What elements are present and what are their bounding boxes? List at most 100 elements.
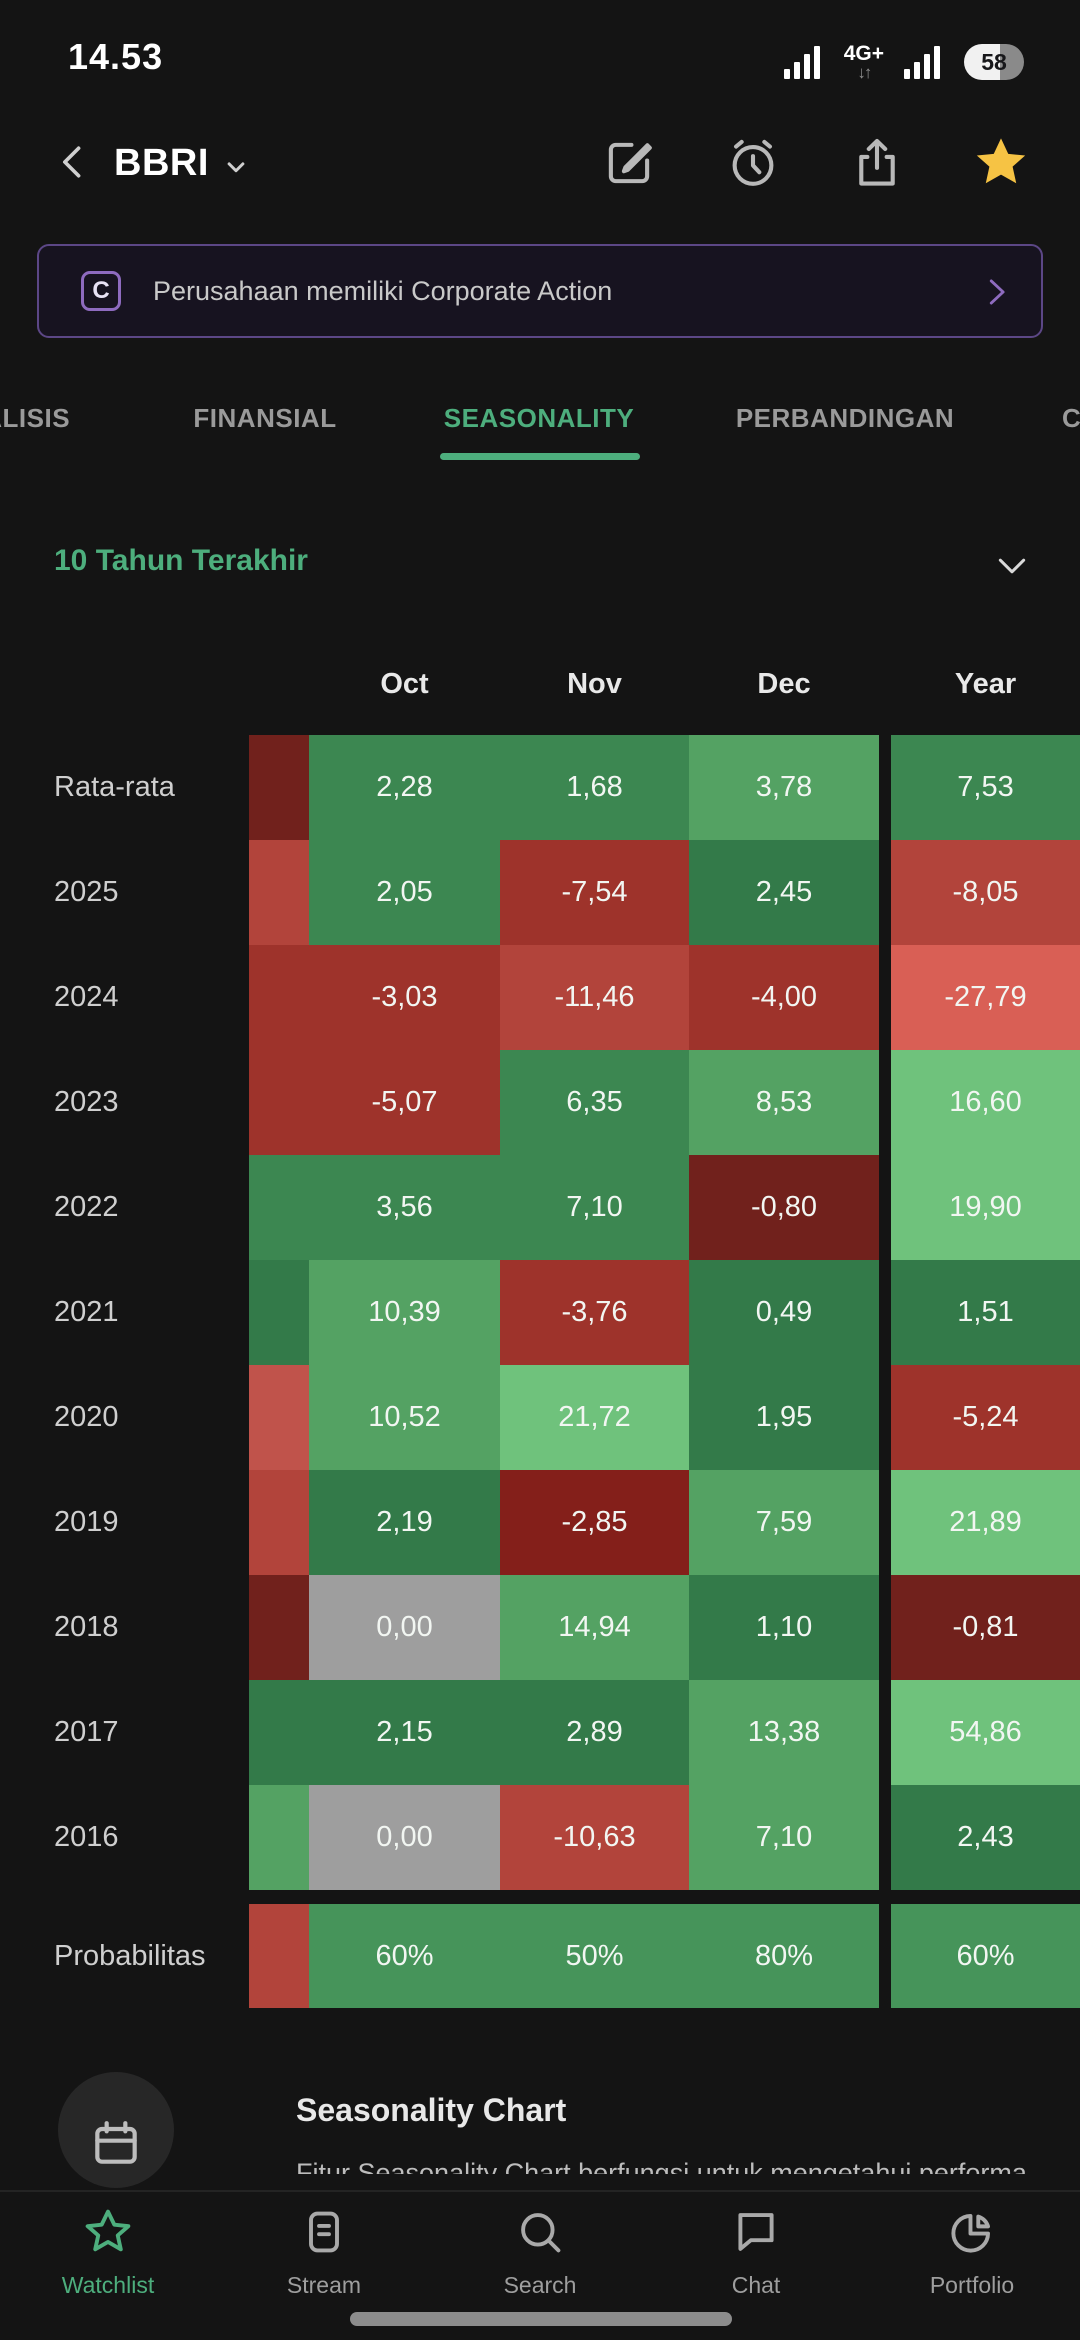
row-label: 2024 [0,945,249,1050]
table-row: 2018 0,00 14,94 1,10 -0,81 [0,1575,1080,1680]
partial-prev-month-cell [249,945,309,1050]
chevron-right-icon [977,273,1015,311]
table-cell: 54,86 [891,1680,1080,1785]
partial-prev-month-cell [249,1904,309,2008]
signal-bars-icon [904,45,944,79]
home-indicator[interactable] [350,2312,732,2326]
row-label: 2025 [0,840,249,945]
table-row: 2022 3,56 7,10 -0,80 19,90 [0,1155,1080,1260]
seasonality-table[interactable]: Rata-rata 2,28 1,68 3,78 7,53 2025 2,05 … [0,735,1080,1890]
column-header: Dec [757,667,811,700]
table-cell: -0,80 [689,1155,879,1260]
search-icon [521,2213,561,2253]
partial-prev-month-cell [249,1785,309,1890]
tab-perbandingan[interactable]: PERBANDINGAN [735,403,955,433]
table-cell: 1,51 [891,1260,1080,1365]
table-cell: 2,45 [689,840,879,945]
table-cell: 19,90 [891,1155,1080,1260]
table-cell: -11,46 [500,945,689,1050]
nav-stream[interactable]: Stream [216,2192,432,2340]
table-cell: -3,03 [309,945,500,1050]
table-cell: 7,59 [689,1470,879,1575]
tab-finansial[interactable]: FINANSIAL [193,403,337,433]
table-cell: 1,68 [500,735,689,840]
back-button[interactable] [52,140,96,192]
partial-prev-month-cell [249,1260,309,1365]
period-selector[interactable]: 10 Tahun Terakhir [0,536,1080,594]
table-cell: -3,76 [500,1260,689,1365]
table-cell: -0,81 [891,1575,1080,1680]
status-time: 14.53 [68,36,164,77]
share-icon[interactable] [848,134,906,192]
table-cell: 16,60 [891,1050,1080,1155]
table-row: 2021 10,39 -3,76 0,49 1,51 [0,1260,1080,1365]
network-type-label: 4G+ [843,42,884,65]
nav-search[interactable]: Search [432,2192,648,2340]
table-cell: -5,07 [309,1050,500,1155]
table-cell: -27,79 [891,945,1080,1050]
table-row: 2020 10,52 21,72 1,95 -5,24 [0,1365,1080,1470]
table-cell: 2,05 [309,840,500,945]
row-label: 2017 [0,1680,249,1785]
table-cell: 50% [500,1904,689,2008]
tab-next-partial[interactable]: C [1062,403,1080,433]
partial-prev-month-cell [249,1470,309,1575]
nav-label: Search [503,2272,577,2298]
table-cell: 0,00 [309,1785,500,1890]
row-label: 2016 [0,1785,249,1890]
table-cell: 21,89 [891,1470,1080,1575]
status-icons: 4G+ ↓↑ 58 [783,38,1024,86]
nav-chat[interactable]: Chat [648,2192,864,2340]
data-arrows-icon: ↓↑ [857,63,872,82]
watchlist-star-icon [85,2209,131,2252]
chevron-down-icon [992,546,1032,586]
table-cell: 2,43 [891,1785,1080,1890]
header-actions [600,134,1030,192]
calendar-icon [95,2121,137,2164]
battery-icon: 58 [964,44,1024,80]
tab-seasonality[interactable]: SEASONALITY [443,403,635,433]
table-cell: 2,89 [500,1680,689,1785]
table-cell: 14,94 [500,1575,689,1680]
signal-bars-icon [783,45,824,79]
favorite-star-icon[interactable] [972,134,1030,192]
probability-row: Probabilitas 60% 50% 80% 60% [0,1904,1080,2008]
table-row: 2019 2,19 -2,85 7,59 21,89 [0,1470,1080,1575]
table-cell: 2,28 [309,735,500,840]
table-row: 2016 0,00 -10,63 7,10 2,43 [0,1785,1080,1890]
table-cell: -5,24 [891,1365,1080,1470]
table-cell: 80% [689,1904,879,2008]
row-label: 2021 [0,1260,249,1365]
nav-label: Watchlist [61,2272,155,2298]
table-cell: 8,53 [689,1050,879,1155]
partial-prev-month-cell [249,1050,309,1155]
alarm-icon[interactable] [724,134,782,192]
tab-bar: NALISIS FINANSIAL SEASONALITY PERBANDING… [0,395,1080,460]
tab-analisis[interactable]: NALISIS [0,403,71,433]
table-cell: 13,38 [689,1680,879,1785]
table-row: Rata-rata 2,28 1,68 3,78 7,53 [0,735,1080,840]
nav-watchlist[interactable]: Watchlist [0,2192,216,2340]
table-row: 2024 -3,03 -11,46 -4,00 -27,79 [0,945,1080,1050]
section-description-clipped: Fitur Seasonality Chart berfungsi untuk … [296,2158,1027,2174]
table-cell: 21,72 [500,1365,689,1470]
edit-icon[interactable] [600,134,658,192]
table-cell: -4,00 [689,945,879,1050]
column-header: Nov [567,667,622,700]
table-cell: -8,05 [891,840,1080,945]
nav-label: Chat [731,2272,781,2298]
seasonality-chart-section[interactable]: Seasonality Chart Fitur Seasonality Char… [0,2050,1080,2190]
table-row: 2025 2,05 -7,54 2,45 -8,05 [0,840,1080,945]
table-cell: -2,85 [500,1470,689,1575]
row-label: Rata-rata [0,735,249,840]
symbol-selector[interactable]: BBRI [114,142,251,185]
row-label: 2018 [0,1575,249,1680]
row-label: 2023 [0,1050,249,1155]
table-cell: 6,35 [500,1050,689,1155]
corporate-action-banner[interactable]: C Perusahaan memiliki Corporate Action [37,244,1043,338]
table-cell: -10,63 [500,1785,689,1890]
table-cell: 1,10 [689,1575,879,1680]
page-title: BBRI [114,142,209,184]
nav-portfolio[interactable]: Portfolio [864,2192,1080,2340]
